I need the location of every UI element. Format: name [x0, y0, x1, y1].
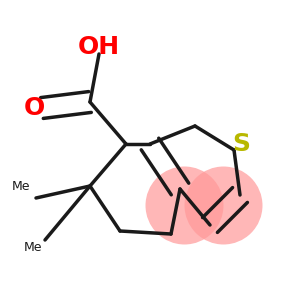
Circle shape — [184, 167, 262, 244]
Circle shape — [146, 167, 224, 244]
Text: OH: OH — [78, 34, 120, 58]
Text: O: O — [24, 96, 45, 120]
Text: Me: Me — [23, 241, 42, 254]
Text: S: S — [232, 132, 250, 156]
Text: Me: Me — [11, 179, 30, 193]
